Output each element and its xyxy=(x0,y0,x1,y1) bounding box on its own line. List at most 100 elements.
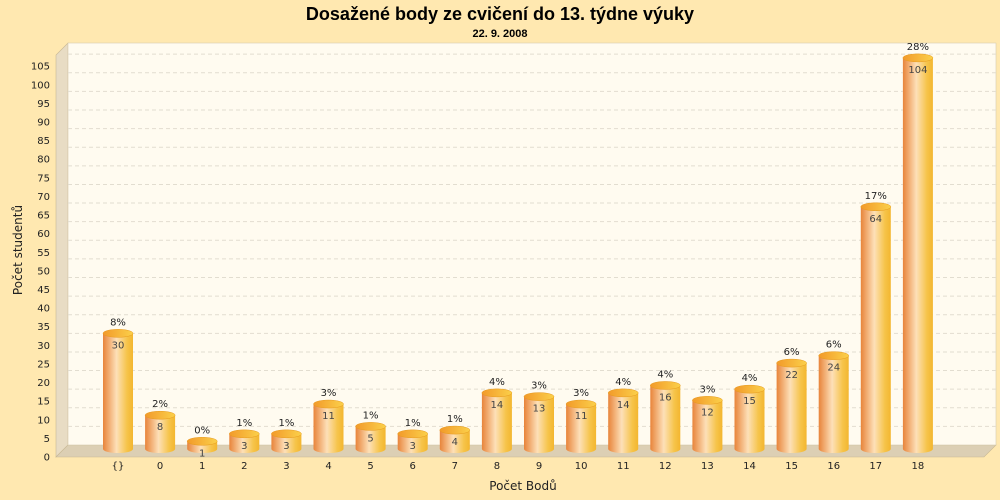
bar-percent-label: 17% xyxy=(865,191,887,202)
y-tick-label: 95 xyxy=(37,99,50,110)
bar-percent-label: 8% xyxy=(110,317,126,328)
bar-top xyxy=(397,429,428,439)
x-tick-label: 15 xyxy=(785,461,798,472)
bar-body xyxy=(271,433,302,453)
bar-value-label: 24 xyxy=(827,363,840,374)
bar xyxy=(902,53,934,454)
bar-top xyxy=(818,351,849,360)
bar-value-label: 3 xyxy=(283,441,289,452)
bar xyxy=(313,399,344,453)
x-tick-label: 3 xyxy=(283,461,289,472)
y-tick-label: 5 xyxy=(44,434,50,445)
x-axis-label: Počet Bodů xyxy=(489,479,556,493)
bar-top xyxy=(144,410,176,420)
bar xyxy=(650,381,681,453)
bar-value-label: 4 xyxy=(452,437,458,448)
y-tick-label: 40 xyxy=(37,304,50,315)
y-tick-label: 60 xyxy=(37,229,50,240)
bar-value-label: 14 xyxy=(617,400,630,411)
y-tick-label: 10 xyxy=(37,415,50,426)
bar-value-label: 12 xyxy=(701,407,714,418)
bar-top xyxy=(607,388,639,398)
bar-top xyxy=(692,396,723,405)
x-tick-label: 4 xyxy=(325,461,331,472)
y-axis-label: Počet studentů xyxy=(11,205,25,295)
bar-body xyxy=(355,426,386,453)
bar-percent-label: 3% xyxy=(321,388,337,399)
y-tick-label: 0 xyxy=(44,453,50,464)
bar-top xyxy=(565,399,597,409)
bar-percent-label: 28% xyxy=(907,42,929,53)
bar-percent-label: 4% xyxy=(657,369,673,380)
x-tick-label: 17 xyxy=(869,461,882,472)
bar-top xyxy=(229,429,260,439)
x-tick-label: 1 xyxy=(199,461,205,472)
y-tick-label: 55 xyxy=(37,248,50,259)
chart-title: Dosažené body ze cvičení do 13. týdne vý… xyxy=(306,4,694,24)
bar-value-label: 16 xyxy=(659,392,672,403)
bar-percent-label: 1% xyxy=(363,410,379,421)
bar-top xyxy=(734,384,765,394)
bar-body xyxy=(650,385,681,453)
bar-body xyxy=(818,355,849,453)
bar-top xyxy=(186,437,218,446)
bar-body xyxy=(103,333,133,453)
y-tick-label: 50 xyxy=(37,266,50,277)
bar-percent-label: 6% xyxy=(826,340,842,351)
bar xyxy=(692,396,723,453)
bar-top xyxy=(860,202,892,212)
bar-value-label: 3 xyxy=(241,441,247,452)
bar-top xyxy=(102,329,134,338)
x-tick-label: 10 xyxy=(575,461,588,472)
bar-top xyxy=(523,392,555,401)
bar-percent-label: 3% xyxy=(531,381,547,392)
bar xyxy=(229,429,260,453)
x-tick-label: 11 xyxy=(617,461,630,472)
bar-value-label: 1 xyxy=(199,448,205,459)
bar-top xyxy=(439,425,471,435)
y-tick-label: 30 xyxy=(37,341,50,352)
x-tick-label: 18 xyxy=(912,461,925,472)
y-tick-label: 90 xyxy=(37,118,50,129)
bar xyxy=(102,329,134,453)
bar-body xyxy=(439,430,470,453)
x-tick-label: 12 xyxy=(659,461,672,472)
plot-side-wall xyxy=(55,42,69,458)
bar-value-label: 8 xyxy=(157,422,163,433)
chart-subtitle: 22. 9. 2008 xyxy=(472,28,527,40)
y-tick-label: 75 xyxy=(37,173,50,184)
bar xyxy=(607,388,639,453)
y-tick-label: 85 xyxy=(37,136,50,147)
y-tick-label: 65 xyxy=(37,211,50,222)
plot-area: 0510152025303540455055606570758085909510… xyxy=(31,42,997,472)
bar xyxy=(860,202,892,453)
y-tick-label: 100 xyxy=(31,80,50,91)
x-tick-label: {} xyxy=(112,461,125,472)
bar-percent-label: 1% xyxy=(236,418,252,429)
bar-body xyxy=(902,57,933,454)
bar xyxy=(397,429,428,453)
y-tick-label: 45 xyxy=(37,285,50,296)
bar xyxy=(523,392,555,453)
bar xyxy=(818,351,849,453)
bar-percent-label: 1% xyxy=(405,418,421,429)
bar-top xyxy=(355,422,386,431)
bar-value-label: 5 xyxy=(367,433,373,444)
y-tick-label: 20 xyxy=(37,378,50,389)
bar-top xyxy=(776,358,807,368)
bar-top xyxy=(902,53,934,63)
bar xyxy=(355,422,386,453)
x-tick-label: 2 xyxy=(241,461,247,472)
bar-body xyxy=(229,433,260,453)
bar-percent-label: 3% xyxy=(699,384,715,395)
bar-value-label: 14 xyxy=(491,400,504,411)
bar-body xyxy=(145,415,176,453)
x-tick-label: 7 xyxy=(452,461,458,472)
bar-percent-label: 1% xyxy=(278,418,294,429)
x-tick-label: 8 xyxy=(494,461,500,472)
bar-body xyxy=(566,404,597,453)
x-tick-label: 14 xyxy=(743,461,756,472)
bar-body xyxy=(608,392,639,453)
bar-percent-label: 2% xyxy=(152,399,168,410)
